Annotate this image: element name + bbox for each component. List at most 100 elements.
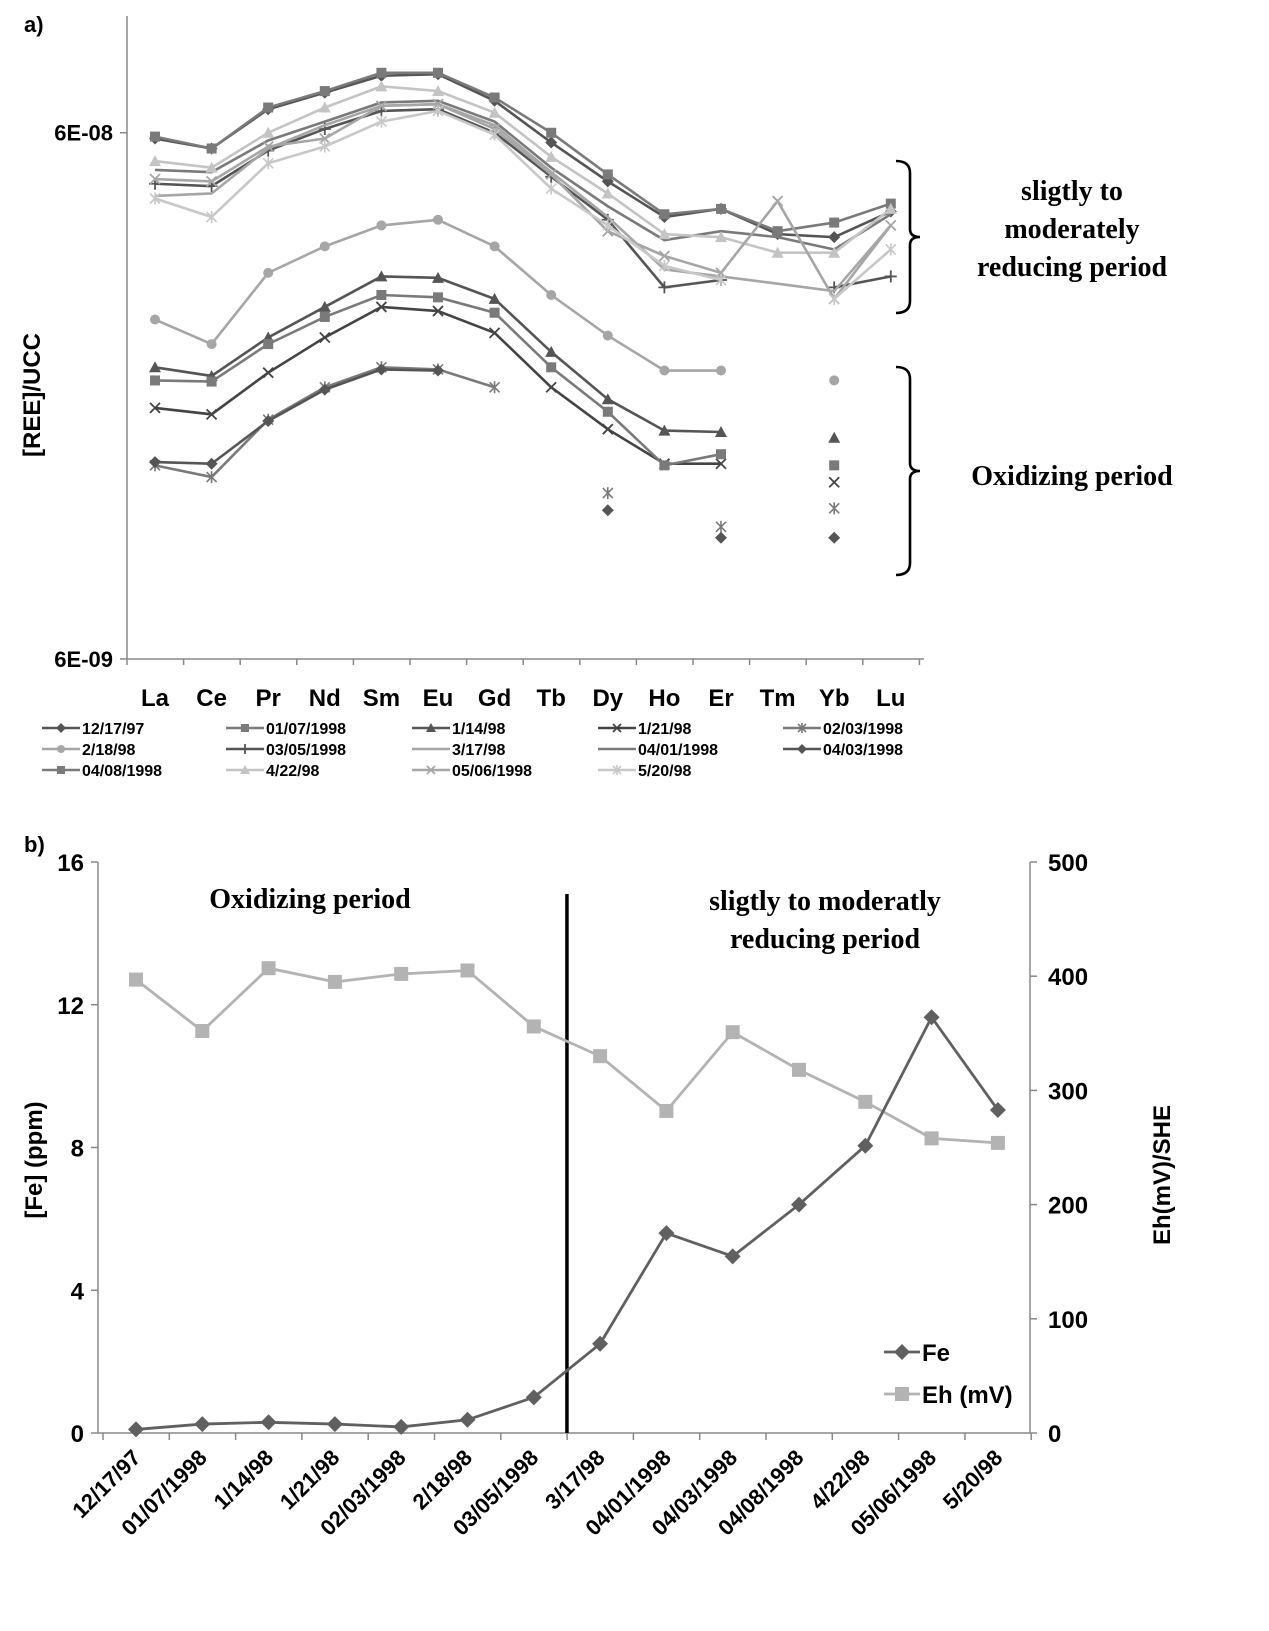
x-tick-label-la: La xyxy=(141,685,170,712)
data-point xyxy=(319,241,330,252)
data-point xyxy=(262,414,275,427)
data-point xyxy=(432,364,444,377)
data-point xyxy=(716,449,726,460)
bracket-reducing xyxy=(895,159,921,315)
data-point xyxy=(319,132,331,145)
annotation-reducing-line3: reducing period xyxy=(977,252,1167,283)
data-point xyxy=(376,220,387,231)
data-point xyxy=(526,1019,541,1034)
legend-marker xyxy=(797,723,807,733)
data-point xyxy=(149,155,161,167)
data-point xyxy=(829,217,840,228)
series-04-01-1998 xyxy=(154,99,892,251)
legend-label: 04/03/1998 xyxy=(823,742,903,759)
series-5-20-98 xyxy=(149,104,897,305)
legend-label: Eh (mV) xyxy=(922,1382,1013,1409)
legend-item-1-21-98: 1/21/98 xyxy=(598,721,691,738)
legend: 12/17/97 01/07/1998 1/14/98 1/21/98 02/03/19… xyxy=(42,721,903,780)
series-line xyxy=(154,72,892,239)
x-tick-label-nd: Nd xyxy=(309,685,341,712)
x-tick-label-tm: Tm xyxy=(760,685,796,712)
data-point xyxy=(433,67,443,78)
data-point xyxy=(206,143,217,154)
y-axis-label: [REE]/UCC xyxy=(19,333,46,457)
data-point xyxy=(601,187,614,199)
data-point xyxy=(829,460,840,471)
annotation-reducing-line2: moderately xyxy=(1004,214,1139,245)
data-point xyxy=(602,406,613,417)
y-tick-label-left: 16 xyxy=(57,850,84,877)
legend-marker xyxy=(57,745,65,753)
legend-item-05-06-1998: 05/06/1998 xyxy=(412,763,532,780)
data-point xyxy=(545,345,558,357)
series-1-14-98 xyxy=(149,270,841,443)
fe-eh-chart: b) [Fe] (ppm) Eh(mV)/SHE 0 4 8 12 16 0 100 200 3… xyxy=(21,832,1176,1540)
annotation-oxidizing: Oxidizing period xyxy=(971,461,1173,492)
legend-marker xyxy=(612,765,622,775)
data-point xyxy=(658,250,671,262)
data-point xyxy=(432,85,444,97)
data-point xyxy=(828,502,840,515)
legend-item-01-07-1998: 01/07/1998 xyxy=(226,721,346,738)
data-point xyxy=(658,281,671,294)
x-tick-label-5-20-98: 5/20/98 xyxy=(938,1445,1008,1515)
data-point xyxy=(393,1418,410,1435)
data-point xyxy=(924,1131,939,1146)
data-point xyxy=(715,425,727,437)
annotation-reducing-line2: reducing period xyxy=(730,924,920,955)
x-tick-label-eu: Eu xyxy=(423,685,454,712)
data-point xyxy=(771,195,784,207)
annotation-reducing-line1: sligtly to moderatly xyxy=(709,886,941,917)
series-layer xyxy=(128,961,1006,1438)
data-point xyxy=(829,375,840,386)
y-tick-label-right: 0 xyxy=(1048,1421,1061,1448)
data-point xyxy=(262,157,274,170)
data-point xyxy=(326,1416,343,1433)
legend-marker xyxy=(797,744,807,754)
data-point xyxy=(488,327,501,339)
data-point xyxy=(319,140,331,153)
data-point xyxy=(658,259,670,272)
legend-label: 1/14/98 xyxy=(452,721,505,738)
data-point xyxy=(261,961,276,976)
series-line xyxy=(154,102,892,302)
data-point xyxy=(715,458,727,470)
x-tick-label-tb: Tb xyxy=(537,685,566,712)
legend-item-1-14-98: 1/14/98 xyxy=(412,721,505,738)
series-line xyxy=(154,99,892,251)
data-point xyxy=(194,1416,211,1433)
data-point xyxy=(318,300,331,312)
legend-label: 02/03/1998 xyxy=(823,721,903,738)
legend-label: 2/18/98 xyxy=(82,742,135,759)
data-point xyxy=(489,128,501,141)
data-point xyxy=(488,292,501,304)
data-point xyxy=(545,150,558,162)
data-point xyxy=(724,1248,741,1265)
data-point xyxy=(602,330,613,341)
data-point xyxy=(195,1024,210,1039)
data-point xyxy=(150,131,160,142)
data-point xyxy=(432,104,444,117)
data-point xyxy=(545,381,557,393)
data-point xyxy=(375,363,388,376)
data-point xyxy=(394,966,409,981)
data-point xyxy=(149,173,161,185)
legend-marker xyxy=(426,765,436,775)
data-point xyxy=(791,1196,807,1213)
data-point xyxy=(433,214,443,225)
data-point xyxy=(602,423,614,435)
data-point xyxy=(150,314,160,325)
y-tick-label-right: 300 xyxy=(1048,1078,1088,1105)
data-point xyxy=(205,457,218,470)
data-point xyxy=(715,231,727,243)
data-point xyxy=(205,408,218,420)
data-point xyxy=(149,192,161,205)
series-eh-mv xyxy=(129,961,1005,1150)
data-point xyxy=(319,331,331,344)
data-point xyxy=(546,290,557,301)
data-point xyxy=(725,1025,740,1040)
annotation-oxidizing: Oxidizing period xyxy=(209,884,411,915)
panel-label-a: a) xyxy=(24,12,44,37)
data-point xyxy=(715,274,727,287)
series-fe xyxy=(128,1009,1006,1438)
